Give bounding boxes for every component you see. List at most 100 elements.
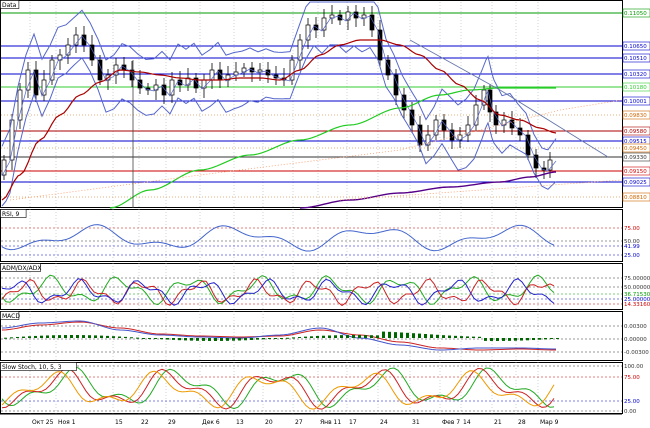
price-level-tag [622, 126, 650, 136]
macd-histogram-bar [370, 335, 373, 338]
panel-title-box [0, 362, 77, 371]
osc-level-label: 50.00 [624, 239, 640, 245]
macd-histogram-bar [400, 332, 403, 338]
macd-histogram-bar [502, 338, 505, 341]
price-level-tag [622, 41, 650, 51]
candle-body [1, 159, 7, 176]
macd-histogram-bar [454, 335, 457, 338]
price-level-label: 0.09830 [624, 113, 647, 119]
price-level-label: 0.10001 [624, 99, 647, 105]
x-tick-label: 20 [265, 419, 273, 426]
macd-histogram-bar [70, 335, 73, 338]
osc-level-label: 100.00 [624, 364, 644, 370]
price-level-tag [622, 82, 650, 92]
candle-body [473, 104, 479, 126]
macd-histogram-bar [406, 332, 409, 338]
osc-level-label: 0.00300 [624, 324, 647, 330]
macd-histogram-bar [220, 338, 223, 341]
candle-body [65, 44, 71, 56]
candle-body [433, 119, 439, 136]
macd-histogram-bar [4, 337, 7, 339]
candle-body [185, 77, 191, 86]
macd-histogram-bar [268, 338, 271, 339]
panel-title-box [0, 0, 20, 9]
macd-histogram-bar [358, 335, 361, 338]
macd-histogram-bar [160, 338, 163, 340]
moving-average-red [1, 39, 557, 201]
adx-blue-line [1, 278, 555, 306]
candle-body [17, 89, 23, 121]
macd-histogram-bar [382, 331, 385, 338]
x-tick-label: 14 [463, 419, 471, 426]
candle-body [41, 79, 47, 96]
panel-rsi [0, 209, 623, 262]
macd-histogram-bar [22, 336, 25, 338]
macd-histogram-bar [292, 337, 295, 339]
panel-title-rsi: RSI, 9 [2, 211, 20, 218]
price-level-tag [622, 166, 650, 176]
candle-body [193, 77, 199, 89]
price-level-tag [622, 96, 650, 106]
macd-histogram-bar [430, 334, 433, 338]
price-level-label: 0.09025 [624, 180, 647, 186]
macd-histogram-bar [82, 335, 85, 338]
macd-histogram-bar [298, 337, 301, 339]
price-level-tag [622, 53, 650, 63]
macd-histogram-bar [130, 337, 133, 339]
candle-body [89, 44, 95, 61]
x-tick-label: Янв 11 [320, 419, 341, 426]
candle-body [129, 69, 135, 81]
macd-histogram-bar [46, 335, 49, 338]
candle-body [525, 134, 531, 156]
macd-histogram-bar [526, 338, 529, 341]
x-tick-label: 21 [494, 419, 502, 426]
macd-histogram-bar [244, 338, 247, 341]
macd-histogram-bar [556, 338, 559, 339]
price-level-tag [622, 177, 650, 187]
macd-histogram-bar [364, 335, 367, 338]
macd-histogram-bar [94, 335, 97, 338]
osc-level-label: 50.00000 [624, 285, 650, 291]
macd-histogram-bar [394, 332, 397, 338]
macd-histogram-bar [76, 335, 79, 338]
candle-body [169, 79, 175, 96]
osc-level-label: 0.00 [624, 409, 637, 415]
macd-histogram-bar [190, 338, 193, 341]
macd-histogram-bar [16, 336, 19, 338]
macd-histogram-bar [316, 335, 319, 338]
candle-body [345, 11, 351, 21]
panel-title-price: Data [2, 2, 17, 9]
macd-histogram-bar [496, 338, 499, 341]
price-level-tag [622, 143, 650, 153]
macd-histogram-bar [286, 337, 289, 339]
panel-title-box [0, 263, 41, 272]
panel-title-adx: ADM/DX/ADX [2, 265, 42, 272]
adx-red-line [1, 278, 555, 307]
trend-line-blue [409, 39, 609, 158]
macd-histogram-bar [172, 338, 175, 340]
candle-body [49, 59, 55, 81]
macd-histogram-bar [196, 338, 199, 341]
macd-histogram-bar [418, 333, 421, 338]
candle-body [487, 89, 493, 113]
macd-histogram-bar [238, 338, 241, 341]
osc-level-label: 25.00 [624, 399, 640, 405]
candle-body [493, 111, 499, 126]
candle-body [465, 124, 471, 136]
osc-level-label: 14.33160 [624, 302, 650, 308]
macd-histogram-bar [106, 335, 109, 338]
macd-histogram-bar [250, 338, 253, 340]
macd-histogram-bar [424, 333, 427, 338]
macd-histogram-bar [184, 338, 187, 341]
candle-body [517, 127, 523, 136]
macd-histogram-bar [100, 335, 103, 338]
macd-histogram-bar [142, 338, 145, 339]
stoch-orange-line [1, 370, 555, 410]
trend-line-orange [9, 99, 623, 201]
moving-average-green [109, 87, 556, 209]
macd-histogram-bar [328, 335, 331, 338]
candle-body [305, 24, 311, 41]
x-tick-label: Мар 9 [540, 419, 559, 426]
macd-histogram-bar [412, 333, 415, 338]
